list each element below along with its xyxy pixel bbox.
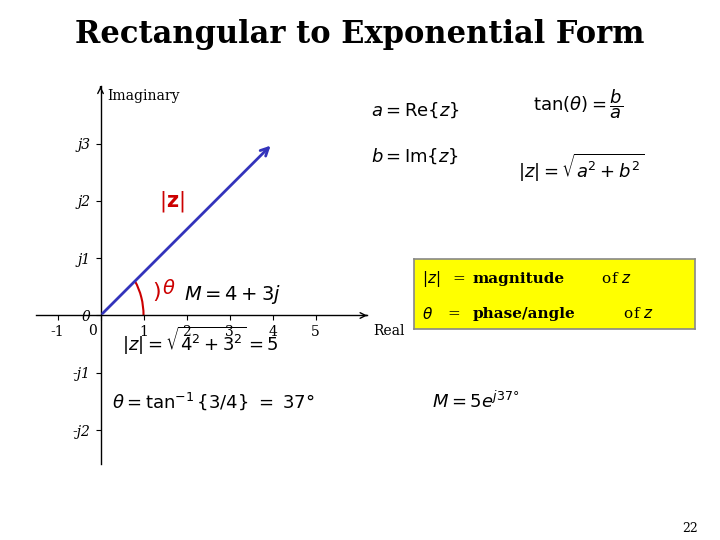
Text: $\theta = \tan^{-1}\{3/4\}\ =\ 37°$: $\theta = \tan^{-1}\{3/4\}\ =\ 37°$ (112, 390, 315, 412)
Text: $|\mathbf{z}|$: $|\mathbf{z}|$ (158, 189, 184, 214)
Text: $\theta$: $\theta$ (423, 306, 433, 322)
Text: $M = 5e^{j37°}$: $M = 5e^{j37°}$ (432, 390, 520, 411)
Text: $)$: $)$ (152, 280, 161, 303)
Text: Real: Real (374, 324, 405, 338)
Text: 22: 22 (683, 522, 698, 535)
Text: $|z| = \sqrt{a^2 + b^2}$: $|z| = \sqrt{a^2 + b^2}$ (518, 152, 644, 184)
Text: of $z$: of $z$ (596, 272, 631, 286)
Text: $\theta$: $\theta$ (161, 279, 175, 298)
Text: $\tan\!\left(\theta\right) = \dfrac{b}{a}$: $\tan\!\left(\theta\right) = \dfrac{b}{a… (533, 87, 623, 120)
Text: of $z$: of $z$ (619, 307, 654, 321)
Text: $M = 4 + 3j$: $M = 4 + 3j$ (184, 283, 281, 306)
Text: $|z|$: $|z|$ (423, 269, 441, 289)
Text: =: = (454, 272, 471, 286)
Text: phase/angle: phase/angle (473, 307, 576, 321)
Text: Imaginary: Imaginary (107, 89, 179, 103)
Text: 0: 0 (89, 324, 97, 338)
Text: magnitude: magnitude (473, 272, 565, 286)
Text: $|z| = \sqrt{4^2 + 3^2} = 5$: $|z| = \sqrt{4^2 + 3^2} = 5$ (122, 325, 279, 357)
Text: =: = (448, 307, 465, 321)
Text: $b = \mathrm{Im}\{z\}$: $b = \mathrm{Im}\{z\}$ (371, 147, 459, 166)
Text: $a = \mathrm{Re}\{z\}$: $a = \mathrm{Re}\{z\}$ (371, 101, 459, 120)
Text: Rectangular to Exponential Form: Rectangular to Exponential Form (76, 19, 644, 50)
